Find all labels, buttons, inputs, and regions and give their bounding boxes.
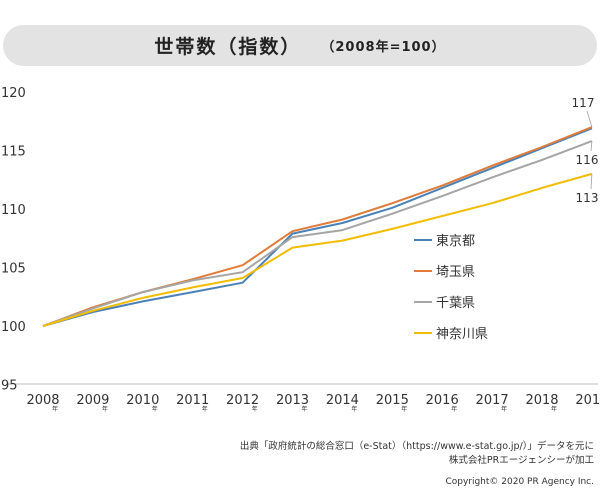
series-lines <box>42 126 593 327</box>
copyright: Copyright© 2020 PR Agency Inc. <box>445 477 594 487</box>
x-tick-suffix: 年 <box>52 405 58 413</box>
x-tick-suffix: 年 <box>451 405 457 413</box>
x-tick-label: 2014 <box>326 393 359 408</box>
x-tick-suffix: 年 <box>501 405 507 413</box>
y-tick-label: 110 <box>1 203 26 218</box>
x-tick-suffix: 年 <box>102 405 108 413</box>
end-label: 113 <box>576 191 599 205</box>
end-label-leader <box>590 173 593 190</box>
x-tick-label: 2009 <box>76 393 109 408</box>
y-tick-label: 115 <box>1 145 26 160</box>
x-tick-suffix: 年 <box>202 405 208 413</box>
chart-title: 世帯数（指数） <box>154 36 302 58</box>
title-bar: 世帯数（指数） （2008年=100） <box>3 25 597 66</box>
x-tick-label: 2008 <box>26 393 59 408</box>
series-line <box>42 172 593 327</box>
series-line <box>42 127 593 327</box>
x-tick-suffix: 年 <box>551 405 557 413</box>
x-tick-suffix: 年 <box>152 405 158 413</box>
series-line <box>42 140 593 327</box>
x-tick-suffix: 年 <box>351 405 357 413</box>
x-tick-label: 2011 <box>176 393 209 408</box>
source-line-1: 出典「政府統計の総合窓口（e-Stat）（https://www.e-stat.… <box>239 441 594 452</box>
end-label: 117 <box>572 96 595 110</box>
x-tick-label: 2019 <box>575 393 600 408</box>
x-tick-suffix: 年 <box>252 405 258 413</box>
x-tick-label: 2012 <box>226 393 259 408</box>
end-label: 116 <box>576 153 599 167</box>
legend-label: 神奈川県 <box>436 327 488 342</box>
chart-subtitle: （2008年=100） <box>321 40 446 55</box>
y-tick-label: 120 <box>1 86 26 101</box>
y-tick-label: 95 <box>1 379 18 394</box>
y-axis-ticks: 95 100 105 110 115 120 <box>1 86 26 394</box>
x-tick-label: 2018 <box>525 393 558 408</box>
end-labels: 117 116 113 <box>572 96 599 205</box>
x-tick-label: 2016 <box>426 393 459 408</box>
x-tick-suffix: 年 <box>401 405 407 413</box>
series-line <box>42 126 593 327</box>
x-tick-label: 2017 <box>476 393 509 408</box>
end-label-leader <box>590 141 593 152</box>
x-tick-label: 2013 <box>276 393 309 408</box>
x-tick-label: 2015 <box>376 393 409 408</box>
legend-label: 東京都 <box>436 233 475 249</box>
y-tick-label: 105 <box>1 262 26 277</box>
legend-label: 千葉県 <box>436 296 475 311</box>
x-tick-suffix: 年 <box>301 405 307 413</box>
x-axis-ticks: 2008年2009年2010年2011年2012年2013年2014年2015年… <box>26 393 600 413</box>
legend-label: 埼玉県 <box>436 265 475 280</box>
source-line-2: 株式会社PRエージェンシーが加工 <box>448 455 594 466</box>
x-tick-label: 2010 <box>126 393 159 408</box>
y-tick-label: 100 <box>1 320 26 335</box>
end-label-leader <box>586 110 593 128</box>
